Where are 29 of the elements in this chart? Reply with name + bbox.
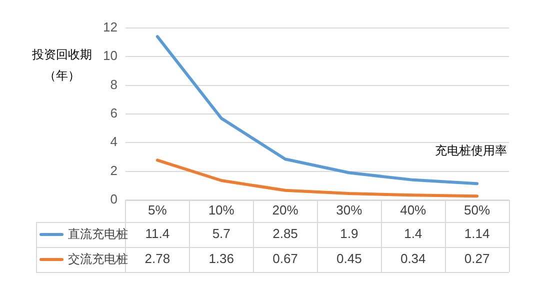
x-tick-label: 30%	[336, 202, 363, 218]
data-label: 1.9	[340, 226, 358, 242]
y-tick-label: 8	[110, 76, 118, 92]
data-label: 0.67	[272, 251, 298, 266]
data-label: 1.14	[464, 226, 490, 242]
x-tick-label: 20%	[272, 202, 299, 218]
y-tick-label: 2	[110, 162, 118, 178]
y-tick-label: 4	[110, 134, 118, 150]
y-tick-label: 12	[102, 20, 118, 35]
legend-label: 直流充电桩	[68, 226, 128, 241]
x-tick-label: 10%	[208, 202, 235, 218]
data-label: 0.45	[336, 251, 362, 266]
x-tick-label: 40%	[400, 202, 427, 218]
x-axis-title: 充电桩使用率	[435, 143, 507, 158]
data-label: 0.34	[400, 251, 426, 266]
data-label: 0.27	[464, 251, 490, 266]
legend-label: 交流充电桩	[68, 252, 128, 266]
x-tick-label: 5%	[148, 202, 168, 218]
y-axis-title: 投资回收期（年）	[31, 47, 92, 82]
data-label: 2.85	[272, 226, 298, 242]
y-tick-label: 6	[110, 106, 118, 121]
y-tick-label: 0	[110, 192, 118, 207]
data-label: 1.36	[208, 251, 234, 266]
data-label: 5.7	[212, 226, 230, 242]
data-label: 1.4	[404, 226, 422, 242]
data-label: 11.4	[145, 226, 170, 242]
data-label: 2.78	[144, 251, 170, 266]
x-tick-label: 50%	[464, 202, 490, 218]
y-tick-label: 10	[102, 48, 118, 64]
